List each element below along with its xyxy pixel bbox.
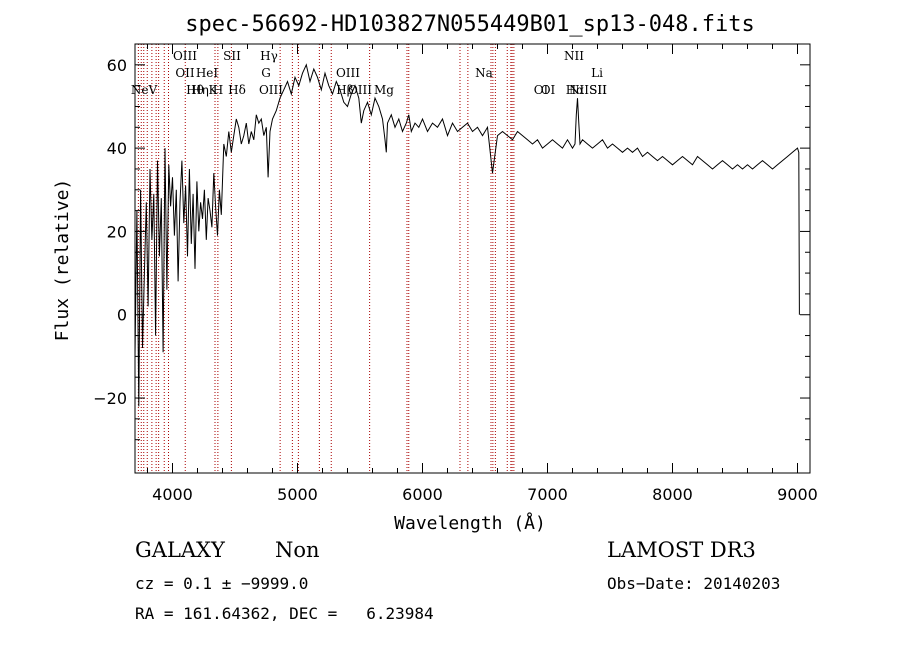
x-axis-ticks: 4000 5000 6000 7000 8000 9000	[147, 44, 818, 504]
y-tick-label: 40	[107, 139, 127, 158]
x-tick-label: 8000	[652, 485, 693, 504]
emission-line-label: G	[261, 66, 271, 80]
obs-date-readout: Obs−Date: 20140203	[607, 574, 781, 593]
emission-line-label: HeI	[196, 66, 219, 80]
x-tick-label: 6000	[402, 485, 443, 504]
y-tick-label: 0	[117, 306, 127, 325]
emission-line-label: OI	[541, 83, 556, 97]
chart-title: spec-56692-HD103827N055449B01_sp13-048.f…	[185, 12, 755, 37]
y-axis-ticks: −20 0 20 40 60	[93, 56, 810, 441]
emission-line-labels: NeVOIIOIIIHθHηHeIKHSIIHδHγGOIIIOIIIHβOII…	[131, 49, 607, 97]
emission-line-label: OII	[175, 66, 195, 80]
emission-line-label: Hα	[566, 83, 585, 97]
emission-line-label: OIII	[348, 83, 372, 97]
emission-line-label: SII	[589, 83, 607, 97]
emission-line-label: OIII	[259, 83, 283, 97]
emission-line-label: SII	[223, 49, 241, 63]
y-axis-label: Flux (relative)	[52, 179, 73, 342]
spectrum-line	[134, 63, 800, 407]
emission-line-markers	[137, 44, 515, 473]
emission-line-label: OI	[534, 83, 549, 97]
x-tick-label: 4000	[152, 485, 193, 504]
x-tick-label: 5000	[277, 485, 318, 504]
emission-line-label: NeV	[131, 83, 158, 97]
y-tick-label: −20	[93, 389, 127, 408]
subclass-label: Non	[275, 538, 320, 562]
emission-line-label: Li	[591, 66, 603, 80]
cz-readout: cz = 0.1 ± −9999.0	[135, 574, 309, 593]
emission-line-label: Hθ	[186, 83, 204, 97]
emission-line-label: Hγ	[260, 49, 278, 63]
emission-line-label: NII	[564, 49, 584, 63]
x-axis-label: Wavelength (Å)	[394, 512, 546, 534]
emission-line-label: SII	[589, 83, 607, 97]
plot-frame	[134, 43, 811, 474]
x-tick-label: 9000	[777, 485, 818, 504]
emission-line-label: NII	[569, 83, 589, 97]
x-tick-label: 7000	[527, 485, 568, 504]
emission-line-label: Mg	[374, 83, 394, 97]
radec-readout: RA = 161.64362, DEC = 6.23984	[135, 604, 434, 623]
emission-line-label: OIII	[336, 66, 360, 80]
emission-line-label: OIII	[173, 49, 197, 63]
class-label: GALAXY	[135, 538, 225, 562]
emission-line-label: Na	[475, 66, 493, 80]
emission-line-label: H	[213, 83, 223, 97]
emission-line-label: Hδ	[228, 83, 246, 97]
y-tick-label: 20	[107, 222, 127, 241]
y-tick-label: 60	[107, 56, 127, 75]
emission-line-label: Hη	[191, 83, 209, 97]
survey-label: LAMOST DR3	[607, 538, 756, 562]
emission-line-label: K	[209, 83, 219, 97]
